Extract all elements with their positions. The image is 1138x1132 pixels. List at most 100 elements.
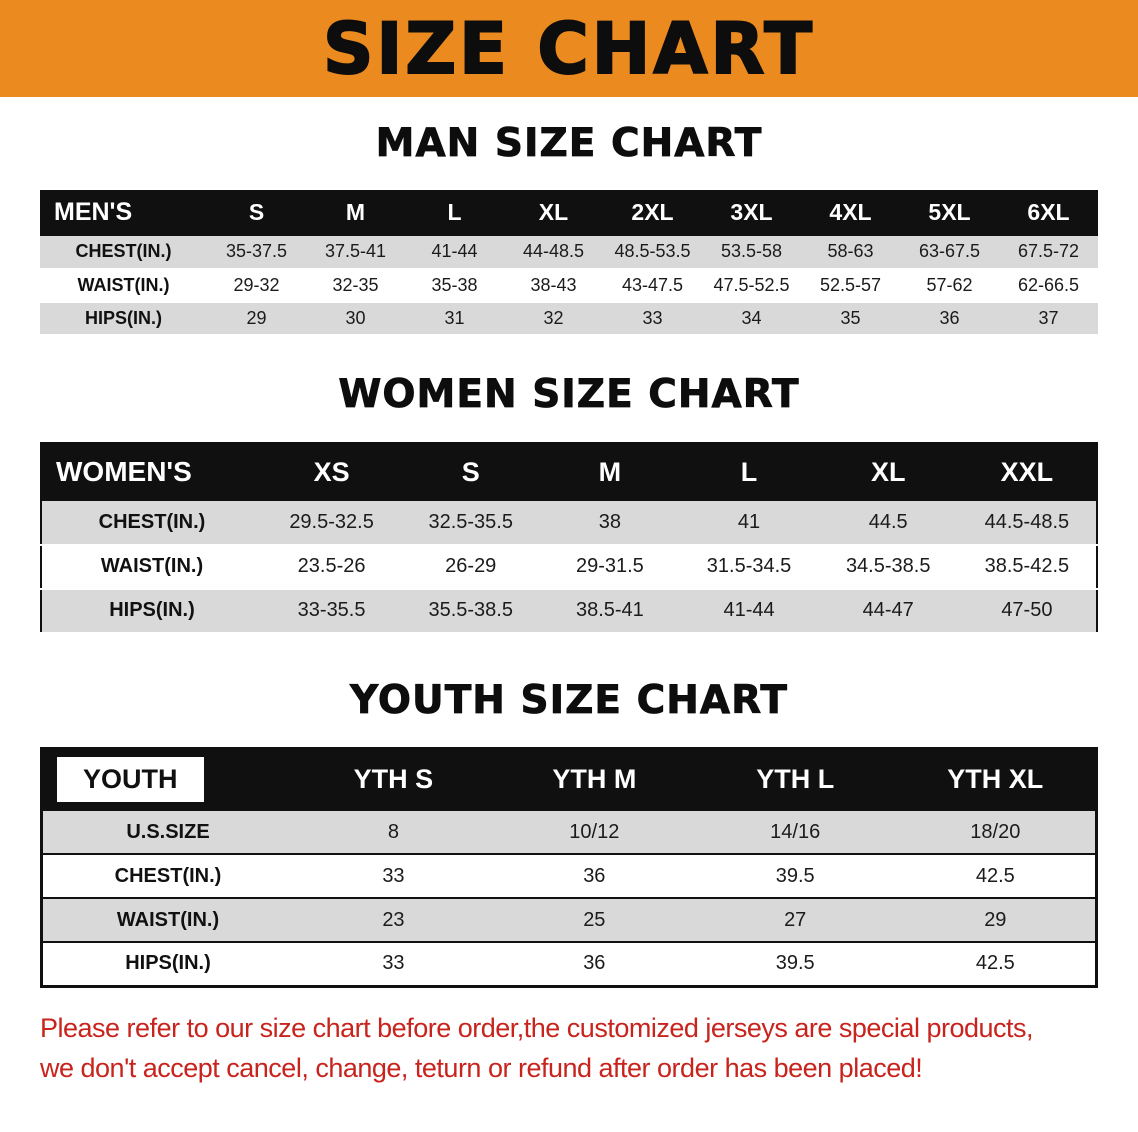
size-column-header: YTH S (353, 763, 434, 794)
measurement-row-label: WAIST(IN.) (77, 274, 170, 295)
size-value-cell: 38 (598, 510, 622, 533)
size-value-cell: 48.5-53.5 (614, 241, 691, 262)
size-value-cell: 44-48.5 (522, 241, 585, 262)
size-value-cell: 32.5-35.5 (428, 510, 513, 533)
size-column-header: XL (538, 199, 569, 226)
size-value-cell: 43-47.5 (621, 274, 684, 295)
measurement-row-label: HIPS(IN.) (125, 952, 211, 975)
size-value-cell: 52.5-57 (819, 274, 882, 295)
size-value-cell: 35-38 (431, 274, 478, 295)
size-column-header: L (740, 456, 758, 487)
men-section-heading: MAN SIZE CHART (375, 121, 763, 166)
size-value-cell: 23.5-26 (297, 555, 366, 578)
size-value-cell: 44.5 (868, 510, 908, 533)
disclaimer-line-1: Please refer to our size chart before or… (40, 1012, 1034, 1043)
size-value-cell: 39.5 (775, 952, 815, 975)
size-value-cell: 36 (583, 952, 606, 975)
size-value-cell: 33 (382, 864, 405, 887)
size-column-header: YTH L (756, 763, 835, 794)
size-value-cell: 29.5-32.5 (289, 510, 374, 533)
size-value-cell: 37 (1038, 307, 1059, 328)
measurement-row-label: U.S.SIZE (126, 820, 210, 843)
size-column-header: 6XL (1027, 199, 1070, 226)
size-value-cell: 41 (737, 510, 761, 533)
size-column-header: YTH XL (947, 763, 1044, 794)
size-value-cell: 27 (784, 908, 807, 931)
size-value-cell: 36 (583, 864, 606, 887)
table-group-label: MEN'S (54, 198, 133, 227)
size-value-cell: 47.5-52.5 (713, 274, 790, 295)
size-value-cell: 25 (583, 908, 606, 931)
size-value-cell: 29 (984, 908, 1007, 931)
size-value-cell: 44.5-48.5 (984, 510, 1070, 533)
size-value-cell: 67.5-72 (1017, 241, 1080, 262)
size-value-cell: 38-43 (530, 274, 577, 295)
size-value-cell: 58-63 (827, 241, 874, 262)
measurement-row-label: WAIST(IN.) (116, 908, 220, 931)
size-value-cell: 47-50 (1001, 599, 1053, 622)
size-value-cell: 38.5-41 (575, 599, 644, 622)
size-column-header: XXL (1000, 456, 1054, 487)
size-value-cell: 35.5-38.5 (428, 599, 513, 622)
size-column-header: XL (870, 456, 906, 487)
size-table-header-row: MEN'S S M L XL 2XL 3XL 4XL 5XL 6XL (40, 189, 1098, 236)
measurement-row: WAIST(IN.) 23.5-26 26-29 29-31.5 31.5-34.5 34… (41, 545, 1097, 589)
size-value-cell: 41-44 (723, 599, 775, 622)
measurement-row: CHEST(IN.) 29.5-32.5 32.5-35.5 38 41 44.5 44.5… (41, 500, 1097, 545)
size-value-cell: 32-35 (332, 274, 379, 295)
size-column-header: M (345, 199, 366, 226)
size-value-cell: 33 (382, 952, 405, 975)
size-column-header: 2XL (631, 199, 674, 226)
measurement-row-label: WAIST(IN.) (100, 555, 204, 578)
size-value-cell: 29 (246, 307, 267, 328)
size-value-cell: 62-66.5 (1017, 274, 1080, 295)
men-size-table: MEN'S S M L XL 2XL 3XL 4XL 5XL 6XL CHEST(IN.) 35-37… (40, 189, 1098, 336)
measurement-row: HIPS(IN.) 33-35.5 35.5-38.5 38.5-41 41-44 44-… (41, 588, 1097, 633)
disclaimer: Please refer to our size chart before or… (40, 1008, 1138, 1089)
size-table-header-row: YOUTH YTH S YTH M YTH L YTH XL (41, 748, 1097, 811)
size-column-header: S (461, 456, 480, 487)
size-value-cell: 34.5-38.5 (845, 555, 931, 578)
size-value-cell: 8 (387, 820, 399, 843)
youth-section-heading: YOUTH SIZE CHART (350, 677, 788, 723)
size-column-header: 5XL (928, 199, 971, 226)
size-value-cell: 38.5-42.5 (984, 555, 1070, 578)
measurement-row-label: CHEST(IN.) (114, 864, 222, 887)
measurement-row-label: HIPS(IN.) (84, 307, 162, 328)
size-value-cell: 33-35.5 (297, 599, 366, 622)
banner-title: SIZE CHART (322, 7, 816, 90)
measurement-row-label: CHEST(IN.) (98, 510, 206, 533)
women-size-table: WOMEN'S XS S M L XL XXL CHEST(IN.) 29.5-32.5 32.5… (40, 441, 1098, 634)
size-value-cell: 37.5-41 (324, 241, 387, 262)
size-column-header: XS (313, 456, 350, 487)
measurement-row-label: CHEST(IN.) (75, 241, 172, 262)
size-chart-banner: SIZE CHART (0, 0, 1138, 97)
size-value-cell: 44-47 (862, 599, 914, 622)
size-column-header: 3XL (730, 199, 773, 226)
size-value-cell: 33 (642, 307, 663, 328)
size-value-cell: 42.5 (975, 952, 1015, 975)
size-value-cell: 39.5 (775, 864, 815, 887)
size-value-cell: 32 (543, 307, 564, 328)
size-value-cell: 31.5-34.5 (706, 555, 792, 578)
size-column-header: YTH M (552, 763, 637, 794)
size-column-header: 4XL (829, 199, 872, 226)
size-column-header: L (447, 199, 462, 226)
size-value-cell: 53.5-58 (720, 241, 783, 262)
size-column-header: M (598, 456, 622, 487)
youth-size-table: YOUTH YTH S YTH M YTH L YTH XL U.S.SIZE 8 10/12… (40, 746, 1098, 988)
measurement-row-label: HIPS(IN.) (109, 599, 195, 622)
size-value-cell: 31 (444, 307, 465, 328)
measurement-row: CHEST(IN.) 35-37.5 37.5-41 41-44 44-48.5 48.5… (40, 235, 1098, 269)
size-value-cell: 57-62 (926, 274, 973, 295)
measurement-row: HIPS(IN.) 33 36 39.5 42.5 (41, 942, 1097, 986)
size-value-cell: 35-37.5 (225, 241, 288, 262)
women-section-heading: WOMEN SIZE CHART (338, 371, 800, 417)
size-value-cell: 10/12 (569, 820, 620, 843)
size-value-cell: 34 (741, 307, 762, 328)
measurement-row: HIPS(IN.) 29 30 31 32 33 34 35 36 37 (40, 301, 1098, 335)
disclaimer-line-2: we don't accept cancel, change, teturn o… (40, 1053, 923, 1084)
size-value-cell: 26-29 (445, 555, 497, 578)
size-table-header-row: WOMEN'S XS S M L XL XXL (41, 442, 1097, 501)
size-value-cell: 14/16 (770, 820, 821, 843)
